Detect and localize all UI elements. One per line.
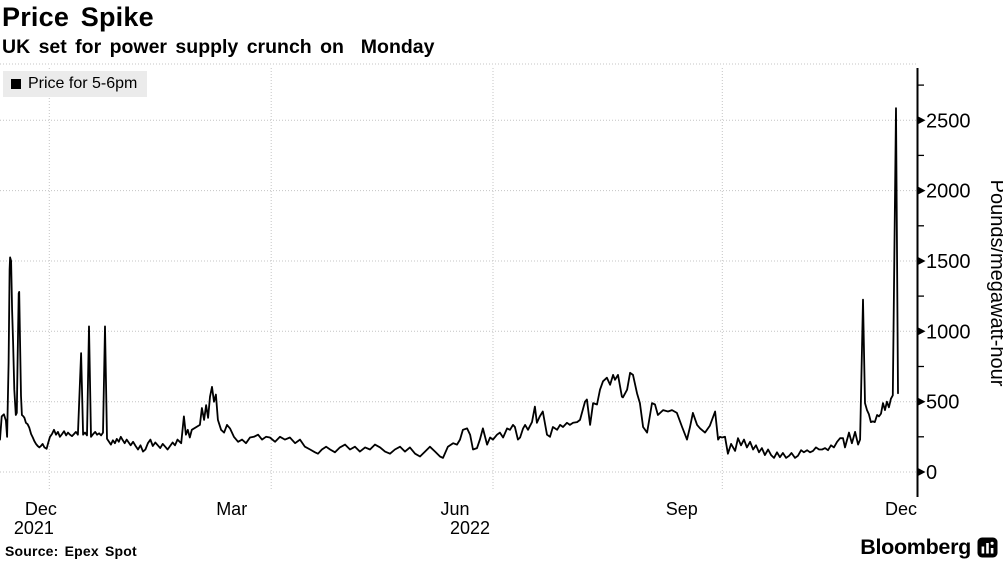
legend-label: Price for 5-6pm xyxy=(28,75,138,92)
y-major-tick-2500 xyxy=(917,116,926,125)
legend-swatch-icon xyxy=(11,79,21,89)
gridlines xyxy=(0,63,917,490)
x-tick-sublabel-2021: 2021 xyxy=(14,518,54,538)
x-tick-label-2-Jun: Jun xyxy=(440,499,469,519)
bloomberg-brand: Bloomberg xyxy=(860,535,998,560)
y-tick-labels: 0 500 1000 1500 2000 2500 xyxy=(926,110,971,484)
x-tick-label-1-Mar: Mar xyxy=(216,499,247,519)
y-tick-label-500: 500 xyxy=(926,392,959,414)
x-tick-sublabel-2022: 2022 xyxy=(450,518,490,538)
y-axis-title: Pounds/megawatt-hour xyxy=(986,180,1003,387)
y-tick-label-1500: 1500 xyxy=(926,251,971,273)
x-tick-label-4-Dec: Dec xyxy=(885,499,917,519)
source-label: Source: Epex Spot xyxy=(5,543,137,559)
y-major-tick-1500 xyxy=(917,256,926,266)
bloomberg-logo-icon xyxy=(977,537,998,558)
chart-title: Price Spike xyxy=(2,2,154,32)
y-tick-label-1000: 1000 xyxy=(926,321,971,343)
y-major-tick-500 xyxy=(917,397,926,406)
chart-subtitle: UK set for power supply crunch on Monday xyxy=(2,36,435,58)
y-major-tick-1000 xyxy=(917,327,926,336)
y-tick-label-0: 0 xyxy=(926,462,937,484)
x-tick-label-3-Sep: Sep xyxy=(666,499,698,519)
y-tick-label-2500: 2500 xyxy=(926,110,971,132)
legend: Price for 5-6pm xyxy=(3,71,148,97)
price-line xyxy=(0,107,899,459)
x-tick-label-0-Dec: Dec xyxy=(25,499,57,519)
y-major-tick-2000 xyxy=(917,186,926,195)
y-major-tick-0 xyxy=(917,467,926,477)
bloomberg-wordmark: Bloomberg xyxy=(860,535,971,559)
y-tick-label-2000: 2000 xyxy=(926,181,971,203)
y-axis xyxy=(916,68,926,497)
